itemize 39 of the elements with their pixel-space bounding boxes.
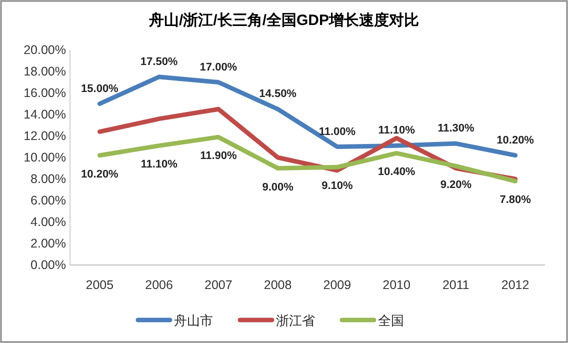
data-label: 10.20% <box>81 168 119 180</box>
x-tick-label: 2011 <box>442 278 470 292</box>
x-tick-label: 2010 <box>382 278 411 292</box>
y-tick-label: 20.00% <box>24 43 66 57</box>
data-label: 9.10% <box>322 180 353 192</box>
data-label: 10.40% <box>378 166 416 178</box>
data-label: 9.20% <box>440 179 472 192</box>
data-label: 17.50% <box>140 56 178 68</box>
data-label: 11.30% <box>438 122 475 135</box>
data-label: 17.00% <box>200 61 238 74</box>
x-tick-label: 2008 <box>264 278 292 292</box>
y-tick-label: 8.00% <box>30 172 66 186</box>
y-tick-label: 18.00% <box>24 64 66 78</box>
legend-label: 舟山市 <box>174 313 213 328</box>
chart-title: 舟山/浙江/长三角/全国GDP增长速度对比 <box>148 11 420 29</box>
y-tick-label: 4.00% <box>30 215 66 229</box>
x-tick-label: 2006 <box>145 278 174 292</box>
data-label: 7.80% <box>500 194 532 206</box>
y-tick-label: 16.00% <box>24 86 66 100</box>
y-tick-label: 12.00% <box>24 129 66 143</box>
data-label: 11.10% <box>378 124 416 137</box>
legend-label: 浙江省 <box>276 313 315 328</box>
data-label: 11.10% <box>140 158 178 171</box>
x-tick-label: 2005 <box>86 278 114 292</box>
data-label: 11.90% <box>200 150 238 162</box>
y-tick-label: 14.00% <box>24 108 66 122</box>
data-label: 9.00% <box>262 181 294 194</box>
y-tick-label: 2.00% <box>30 236 66 250</box>
y-tick-label: 0.00% <box>30 258 66 272</box>
data-label: 15.00% <box>81 82 119 95</box>
legend-label: 全国 <box>378 313 404 328</box>
y-tick-label: 6.00% <box>30 194 66 208</box>
x-tick-label: 2012 <box>501 278 530 292</box>
data-label: 10.20% <box>496 134 534 146</box>
y-tick-label: 10.00% <box>24 150 66 164</box>
data-label: 14.50% <box>259 88 297 100</box>
x-tick-label: 2009 <box>323 278 352 292</box>
data-label: 11.00% <box>318 126 356 138</box>
x-tick-label: 2007 <box>204 278 232 292</box>
